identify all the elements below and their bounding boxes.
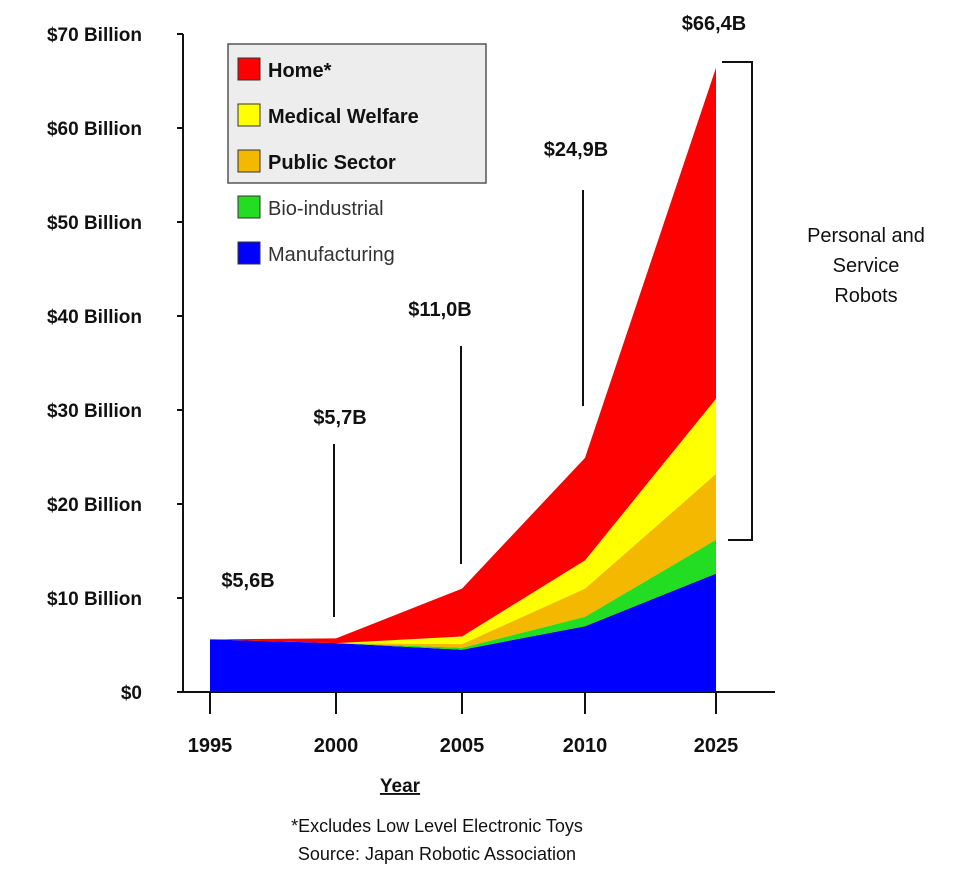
legend-label: Public Sector	[268, 152, 396, 174]
y-tick-label: $30 Billion	[47, 401, 142, 422]
legend-swatch	[237, 103, 261, 127]
area-home	[210, 67, 716, 644]
total-label: $5,6B	[221, 570, 274, 592]
source-note: Source: Japan Robotic Association	[298, 844, 576, 864]
legend-swatch	[237, 241, 261, 265]
axes: $0 $10 Billion $20 Billion $30 Billion $40 B…	[47, 25, 775, 797]
legend-label: Manufacturing	[268, 244, 395, 266]
x-axis-title: Year	[380, 776, 421, 797]
legend: Home* Medical Welfare Public Sector Bio-ind…	[227, 43, 487, 266]
total-label: $66,4B	[682, 13, 747, 35]
y-tick-label: $20 Billion	[47, 495, 142, 516]
total-label: $5,7B	[313, 407, 366, 429]
stacked-areas	[210, 67, 716, 692]
legend-label: Bio-industrial	[268, 198, 384, 220]
area-bio-industrial	[210, 539, 716, 650]
total-leader-lines	[333, 190, 584, 617]
area-public-sector	[210, 473, 716, 648]
total-label: $11,0B	[408, 299, 471, 321]
bracket-label-line2: Service	[833, 255, 900, 277]
total-label: $24,9B	[544, 139, 609, 161]
bracket-label-line3: Robots	[834, 285, 897, 307]
x-tick-label: 2025	[694, 735, 739, 757]
legend-box	[227, 43, 487, 184]
x-tick-label: 2010	[563, 735, 608, 757]
x-tick-label: 1995	[188, 735, 233, 757]
y-tick-label: $0	[121, 683, 142, 704]
y-tick-label: $40 Billion	[47, 307, 142, 328]
bracket	[722, 61, 753, 541]
y-tick-label: $50 Billion	[47, 213, 142, 234]
y-tick-label: $70 Billion	[47, 25, 142, 46]
x-tick-label: 2005	[440, 735, 485, 757]
legend-label: Home*	[268, 60, 332, 82]
y-tick-label: $60 Billion	[47, 119, 142, 140]
footnote: *Excludes Low Level Electronic Toys	[291, 816, 583, 836]
legend-swatch	[237, 195, 261, 219]
legend-swatch	[237, 149, 261, 173]
bracket-label-line1: Personal and	[807, 225, 925, 247]
legend-swatch	[237, 57, 261, 81]
total-callouts: $5,6B $5,7B $11,0B $24,9B $66,4B	[221, 13, 746, 592]
x-tick-label: 2000	[314, 735, 359, 757]
area-medical-welfare	[210, 398, 716, 645]
area-manufacturing	[210, 573, 716, 692]
y-tick-label: $10 Billion	[47, 589, 142, 610]
legend-label: Medical Welfare	[268, 106, 419, 128]
